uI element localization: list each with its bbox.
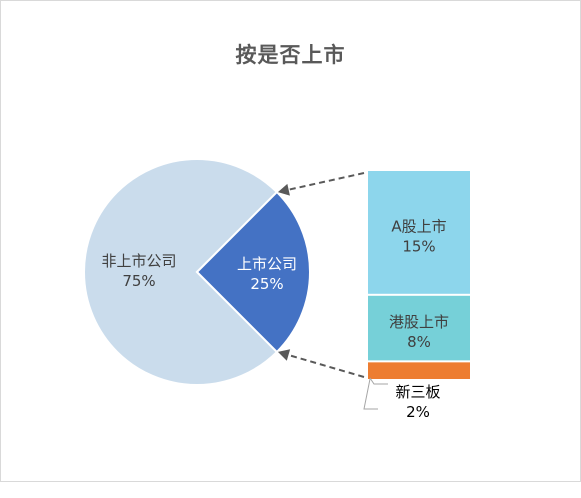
bar-label-neeq-value: 2% <box>406 403 430 421</box>
pie-label-unlisted: 非上市公司 75% <box>101 252 176 290</box>
bar-label-a-share-value: 15% <box>402 237 435 255</box>
bar-segment-0 <box>368 171 470 294</box>
bar-label-a-share-name: A股上市 <box>391 217 446 235</box>
pie-label-listed-value: 25% <box>250 275 283 293</box>
bar-segment-2 <box>368 362 470 379</box>
pie-slice-unlisted <box>83 158 279 386</box>
leader-line-neeq <box>369 377 388 385</box>
bar-label-hk-share-name: 港股上市 <box>389 313 449 331</box>
connector-top-arrowhead <box>277 183 290 196</box>
pie-label-unlisted-name: 非上市公司 <box>101 252 176 270</box>
bar-label-neeq: 新三板 2% <box>395 383 440 421</box>
pie-slice-listed <box>195 190 311 354</box>
connector-bottom-arrowhead <box>277 349 291 361</box>
pie-label-unlisted-value: 75% <box>122 272 155 290</box>
bar-label-neeq-name: 新三板 <box>395 383 440 401</box>
bar-label-hk-share-value: 8% <box>407 333 431 351</box>
connector-top <box>277 172 365 194</box>
pie-label-listed: 上市公司 25% <box>237 255 297 293</box>
chart-title: 按是否上市 <box>235 43 346 67</box>
bar-of-pie-chart: 非上市公司 75% 上市公司 25% A股上市 15% 港股上市 8% 新三板 2% <box>83 158 470 421</box>
bar-label-a-share: A股上市 15% <box>391 217 446 255</box>
pie-label-listed-name: 上市公司 <box>237 255 297 273</box>
chart-area: 按是否上市 非上市公司 75% 上市公司 25% A股上市 15% 港股上市 8% 新三板 2% <box>0 0 581 482</box>
bar-label-hk-share: 港股上市 8% <box>389 313 449 351</box>
leader-line-neeq-down <box>363 378 378 410</box>
connector-bottom <box>277 350 365 378</box>
bar-segment-1 <box>368 295 470 361</box>
